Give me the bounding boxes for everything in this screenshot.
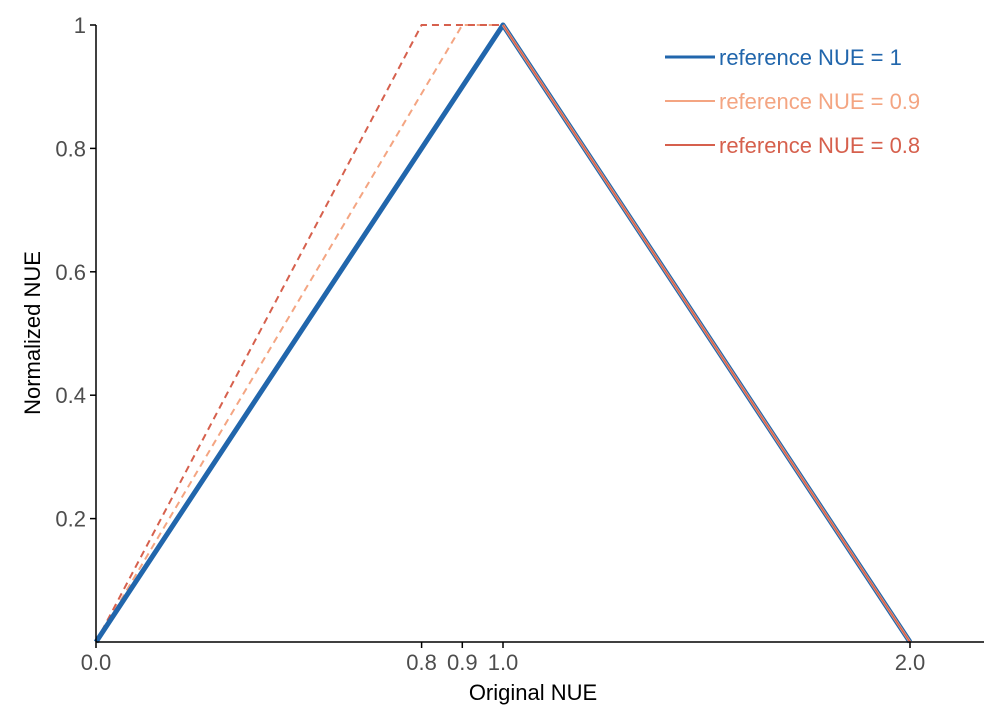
y-tick-label: 1: [74, 13, 86, 38]
y-tick-label: 0.2: [55, 507, 86, 532]
plot-area: [93, 22, 913, 644]
x-ticks: 0.0 0.8 0.9 1.0 2.0: [81, 642, 926, 675]
x-tick-label: 2.0: [895, 650, 926, 675]
legend-label-2: reference NUE = 0.9: [719, 89, 920, 114]
y-tick-label: 0.8: [55, 136, 86, 161]
y-tick-label: 0.6: [55, 260, 86, 285]
axes: [95, 25, 984, 643]
y-tick-label: 0.4: [55, 383, 86, 408]
x-tick-label: 0.8: [406, 650, 437, 675]
x-tick-label: 0.0: [81, 650, 112, 675]
series-3-dashed-line: [95, 24, 503, 643]
legend-label-1: reference NUE = 1: [719, 45, 902, 70]
y-ticks: 0.2 0.4 0.6 0.8 1: [55, 13, 96, 532]
series-2-dashed-line: [95, 24, 503, 643]
series-3-line: [502, 24, 911, 643]
x-tick-label: 1.0: [488, 650, 519, 675]
series-1-line: [93, 22, 913, 644]
x-tick-label: 0.9: [447, 650, 478, 675]
legend: reference NUE = 1 reference NUE = 0.9 refe…: [665, 45, 920, 158]
x-axis-title: Original NUE: [469, 680, 597, 705]
y-axis-title: Normalized NUE: [20, 251, 45, 415]
legend-label-3: reference NUE = 0.8: [719, 133, 920, 158]
